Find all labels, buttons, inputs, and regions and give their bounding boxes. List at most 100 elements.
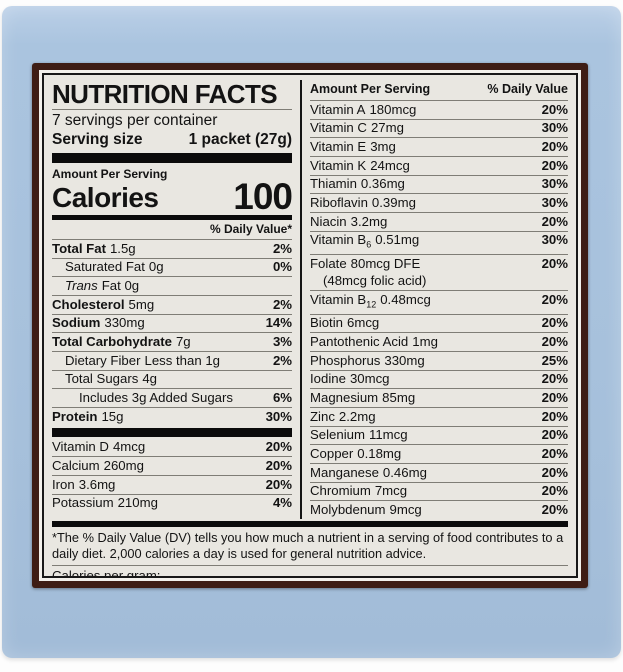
table-row: Molybdenum 9mcg 20% bbox=[310, 500, 568, 519]
nutrient-name: Iron 3.6mg bbox=[52, 476, 116, 492]
daily-value-percent: 30% bbox=[541, 195, 568, 211]
nutrient-amount: 4mcg bbox=[112, 439, 146, 455]
minerals-table: Vitamin D 4mcg 20% Calcium 260mg 20% Iron 3.6mg… bbox=[52, 439, 292, 513]
nutrient-name: Total Carbohydrate 7g bbox=[52, 334, 191, 350]
nutrition-facts-label: NUTRITION FACTS 7 servings per container… bbox=[42, 73, 578, 578]
table-row: Potassium 210mg 4% bbox=[52, 493, 292, 513]
daily-value-percent: 20% bbox=[541, 315, 568, 331]
table-row: Zinc 2.2mg 20% bbox=[310, 407, 568, 426]
table-row: Vitamin B12 0.48mcg 20% bbox=[310, 290, 568, 313]
daily-value-percent: 20% bbox=[265, 476, 292, 492]
thick-divider-bar bbox=[52, 153, 292, 163]
daily-value-percent: 30% bbox=[541, 176, 568, 192]
daily-value-percent: 20% bbox=[541, 157, 568, 173]
nutrient-amount: 0.46mg bbox=[382, 464, 427, 480]
daily-value-percent: 20% bbox=[541, 255, 568, 271]
daily-value-percent: 25% bbox=[541, 352, 568, 368]
nutrient-name: Cholesterol 5mg bbox=[52, 296, 155, 312]
table-row: Total Sugars 4g bbox=[52, 369, 292, 389]
daily-value-percent: 0% bbox=[272, 259, 292, 275]
table-row: Pantothenic Acid 1mg 20% bbox=[310, 332, 568, 351]
daily-value-percent: 14% bbox=[265, 315, 292, 331]
nutrient-amount: 0.51mg bbox=[375, 232, 420, 248]
nutrient-amount: 330mg bbox=[384, 352, 425, 368]
daily-value-header: % Daily Value* bbox=[52, 220, 292, 240]
daily-value-percent: 4% bbox=[272, 495, 292, 511]
nutrient-name: Calcium 260mg bbox=[52, 458, 144, 474]
label-title: NUTRITION FACTS bbox=[52, 80, 292, 110]
nutrient-name: Vitamin A 180mcg bbox=[310, 101, 417, 117]
calories-per-gram-label: Calories per gram: bbox=[52, 567, 161, 578]
nutrient-name: Dietary Fiber Less than 1g bbox=[65, 352, 221, 368]
nutrient-amount: 7g bbox=[175, 334, 191, 350]
table-row: Copper 0.18mg 20% bbox=[310, 444, 568, 463]
table-row: Sodium 330mg 14% bbox=[52, 313, 292, 333]
serving-size-row: Serving size 1 packet (27g) bbox=[52, 130, 292, 152]
nutrient-amount: 210mg bbox=[117, 495, 158, 511]
table-row: Thiamin 0.36mg 30% bbox=[310, 174, 568, 194]
table-row: Niacin 3.2mg 20% bbox=[310, 212, 568, 231]
daily-value-percent: 30% bbox=[541, 120, 568, 136]
nutrient-name: Iodine 30mcg bbox=[310, 371, 390, 387]
table-row: Chromium 7mcg 20% bbox=[310, 481, 568, 501]
serving-size-value: 1 packet (27g) bbox=[188, 131, 292, 148]
daily-value-percent: 20% bbox=[541, 427, 568, 443]
nutrient-name: Includes 3g Added Sugars bbox=[79, 390, 233, 406]
daily-value-percent: 20% bbox=[541, 292, 568, 308]
daily-value-percent: 20% bbox=[541, 371, 568, 387]
table-row: Total Fat 1.5g 2% bbox=[52, 240, 292, 258]
daily-value-percent: 30% bbox=[541, 232, 568, 248]
table-row: Vitamin A 180mcg 20% bbox=[310, 101, 568, 119]
nutrient-amount: 30mcg bbox=[349, 371, 390, 387]
table-row: Trans Fat 0g bbox=[52, 276, 292, 295]
calories-label: Calories bbox=[52, 182, 159, 213]
nutrient-name: Saturated Fat 0g bbox=[65, 259, 164, 275]
label-mat: NUTRITION FACTS 7 servings per container… bbox=[39, 70, 581, 581]
nutrient-amount: Includes 3g Added Sugars bbox=[79, 390, 233, 406]
nutrient-amount: Fat 0g bbox=[101, 278, 140, 294]
table-row: Riboflavin 0.39mg 30% bbox=[310, 193, 568, 212]
serving-size-label: Serving size bbox=[52, 131, 143, 148]
right-table-header: Amount Per Serving % Daily Value bbox=[310, 80, 568, 101]
nutrient-amount: 15g bbox=[101, 408, 124, 424]
daily-value-percent: 2% bbox=[272, 240, 292, 256]
table-row: Magnesium 85mg 20% bbox=[310, 388, 568, 407]
nutrient-amount: 11mcg bbox=[368, 427, 408, 443]
table-row: Vitamin B6 0.51mg 30% bbox=[310, 230, 568, 254]
nutrient-name: Vitamin B6 0.51mg bbox=[310, 232, 420, 251]
nutrient-amount: 0.48mcg bbox=[380, 292, 431, 308]
nutrient-name: Sodium 330mg bbox=[52, 315, 145, 331]
thick-divider-bar bbox=[52, 427, 292, 437]
daily-value-percent: 20% bbox=[265, 439, 292, 455]
daily-value-percent: 2% bbox=[272, 296, 292, 312]
nutrient-amount: 3.6mg bbox=[78, 476, 116, 492]
daily-value-percent: 20% bbox=[541, 408, 568, 424]
servings-per-container: 7 servings per container bbox=[52, 112, 218, 129]
table-row: Phosphorus 330mg 25% bbox=[310, 351, 568, 370]
micronutrients-table: Vitamin A 180mcg 20% Vitamin C 27mg 30% Vitami… bbox=[310, 101, 568, 519]
product-box: NUTRITION FACTS 7 servings per container… bbox=[2, 6, 621, 658]
table-row: Saturated Fat 0g 0% bbox=[52, 257, 292, 277]
main-facts-column: NUTRITION FACTS 7 servings per container… bbox=[52, 80, 300, 519]
nutrient-name: Vitamin E 3mg bbox=[310, 139, 396, 155]
facts-table: Total Fat 1.5g 2% Saturated Fat 0g 0% Trans Fat… bbox=[52, 240, 292, 426]
nutrient-name: Phosphorus 330mg bbox=[310, 352, 425, 368]
nutrient-amount: 3mg bbox=[370, 139, 396, 155]
table-row: Biotin 6mcg 20% bbox=[310, 313, 568, 333]
amount-per-serving-label: Amount Per Serving bbox=[52, 167, 168, 181]
nutrient-amount: 6mcg bbox=[347, 315, 380, 331]
table-row: Cholesterol 5mg 2% bbox=[52, 295, 292, 314]
table-row: Selenium 11mcg 20% bbox=[310, 425, 568, 445]
nutrient-name: Molybdenum 9mcg bbox=[310, 502, 422, 518]
daily-value-percent: 30% bbox=[265, 408, 292, 424]
nutrient-amount: 85mg bbox=[382, 390, 416, 406]
table-row: Vitamin K 24mcg 20% bbox=[310, 156, 568, 175]
nutrient-name: Thiamin 0.36mg bbox=[310, 176, 405, 192]
daily-value-percent: 20% bbox=[265, 458, 292, 474]
calories-value: 100 bbox=[233, 176, 293, 217]
nutrient-name: Vitamin K 24mcg bbox=[310, 157, 410, 173]
micronutrients-column: Amount Per Serving % Daily Value Vitamin… bbox=[300, 80, 568, 520]
nutrient-name: Folate 80mcg DFE bbox=[310, 255, 421, 271]
table-row: Iodine 30mcg 20% bbox=[310, 369, 568, 389]
table-row: Vitamin D 4mcg 20% bbox=[52, 439, 292, 457]
